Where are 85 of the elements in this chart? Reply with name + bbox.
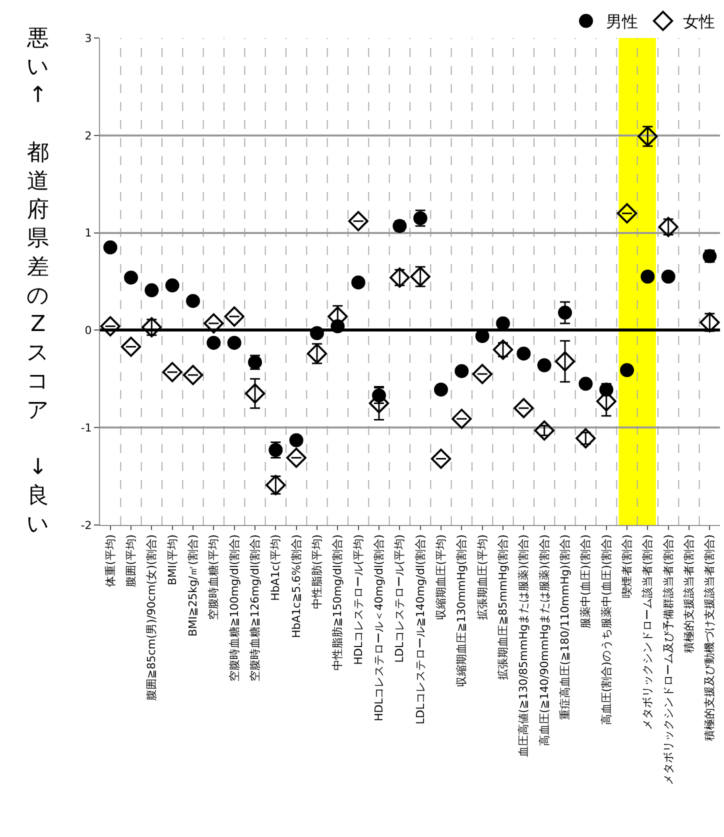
point xyxy=(661,270,676,284)
point xyxy=(472,364,492,384)
x-tick-label: 喫煙者(割合) xyxy=(620,534,634,598)
point xyxy=(616,203,638,224)
point xyxy=(537,358,552,372)
point xyxy=(430,448,452,469)
point xyxy=(620,363,634,378)
y-tick-label: 1 xyxy=(84,226,92,240)
point xyxy=(638,126,658,146)
x-tick-label: BMI≧25kg/㎡(割合) xyxy=(186,534,200,637)
point xyxy=(286,448,306,468)
x-tick-label: BMI(平均) xyxy=(166,534,179,586)
point xyxy=(454,364,469,378)
point xyxy=(534,420,554,441)
x-tick-label: 体重(平均) xyxy=(104,534,117,587)
point xyxy=(390,268,410,288)
x-tick-label: HDLコレステロール(平均) xyxy=(352,534,365,665)
point xyxy=(182,364,204,386)
x-tick-label: 腹囲≧85cm(男)/90cm(女)(割合) xyxy=(145,534,158,701)
point xyxy=(576,428,596,448)
text: 悪い↑ 都道府県差のZスコア ↓良い xyxy=(26,26,50,538)
point xyxy=(227,336,242,350)
point xyxy=(142,317,162,338)
point xyxy=(516,346,531,361)
x-tick-label: 高血圧(≧140/90mmHgまたは服薬)(割合) xyxy=(538,534,551,746)
point xyxy=(351,275,366,290)
point xyxy=(434,382,448,397)
x-tick-label: 積極的支援及び動機づけ支援該当者(割合) xyxy=(703,534,716,741)
point xyxy=(224,306,244,327)
x-tick-label: 空腹時血糖≧100mg/dl(割合) xyxy=(228,534,241,682)
point xyxy=(578,376,593,391)
point xyxy=(103,240,118,254)
point xyxy=(186,294,200,308)
x-tick-label: 積極的支援該当者(割合) xyxy=(682,534,696,653)
point xyxy=(558,306,572,320)
x-tick-label: 拡張期血圧≧85mmHg(割合) xyxy=(496,534,510,680)
point xyxy=(514,398,534,418)
point xyxy=(162,362,182,382)
y-tick-label: 3 xyxy=(84,32,92,45)
x-tick-label: 中性脂肪≧150mg/dl(割合) xyxy=(331,534,344,671)
legend-label: 女性 xyxy=(683,12,715,32)
x-tick-label: 中性脂肪(平均) xyxy=(310,534,324,609)
point xyxy=(554,351,576,372)
point xyxy=(266,474,286,496)
point xyxy=(306,343,328,364)
x-tick-label: HbA1c(平均) xyxy=(269,534,282,601)
point xyxy=(410,266,430,287)
x-tick-label: LDLコレステロール(平均) xyxy=(393,534,406,663)
y-tick-label: -2 xyxy=(80,518,92,532)
point xyxy=(700,312,720,333)
x-tick-label: LDLコレステロール≧140mg/dl(割合) xyxy=(414,534,427,724)
point xyxy=(244,383,266,404)
point xyxy=(204,313,224,334)
point xyxy=(120,336,142,357)
legend-label: 男性 xyxy=(606,12,638,32)
point xyxy=(144,283,159,298)
x-tick-label: 重症高血圧(≧180/110mmHg)(割合) xyxy=(558,534,572,720)
x-tick-label: 収縮期血圧≧130mmHg(割合) xyxy=(455,534,468,687)
x-tick-label: 高血圧(割合)のうち服薬中(血圧)(割合) xyxy=(600,534,613,726)
x-tick-label: 腹囲(平均) xyxy=(124,534,138,587)
y-tick-label: 0 xyxy=(84,324,92,338)
point xyxy=(100,316,120,336)
point xyxy=(165,278,180,292)
x-tick-label: HDLコレステロール＜40mg/dl(割合) xyxy=(372,534,386,722)
point xyxy=(348,211,368,232)
point xyxy=(658,216,678,238)
x-tick-label: HbA1c≧5.6%(割合) xyxy=(290,534,303,638)
y-tick-label: 2 xyxy=(84,129,92,142)
point xyxy=(452,408,472,429)
point xyxy=(206,336,221,350)
point xyxy=(289,433,304,448)
x-tick-label: 収縮期血圧(平均) xyxy=(434,534,448,620)
x-tick-label: メタボリックシンドローム及び予備群該当者(割合) xyxy=(662,534,675,785)
x-tick-label: 空腹時血糖≧126mg/dl(割合) xyxy=(248,534,262,682)
x-tick-label: 拡張期血圧(平均) xyxy=(476,534,489,620)
x-tick-label: 血圧高値(≧130/85mmHgまたは服薬)(割合) xyxy=(517,534,530,758)
x-tick-label: 空腹時血糖(平均) xyxy=(207,534,220,620)
point xyxy=(310,326,324,340)
point xyxy=(496,316,510,330)
point xyxy=(492,340,514,360)
x-tick-label: メタボリックシンドローム該当者(割合) xyxy=(641,534,654,730)
point xyxy=(124,270,138,285)
y-tick-label: -1 xyxy=(80,421,92,434)
point xyxy=(640,270,655,284)
x-tick-label: 服薬中(血圧)(割合) xyxy=(579,534,592,629)
